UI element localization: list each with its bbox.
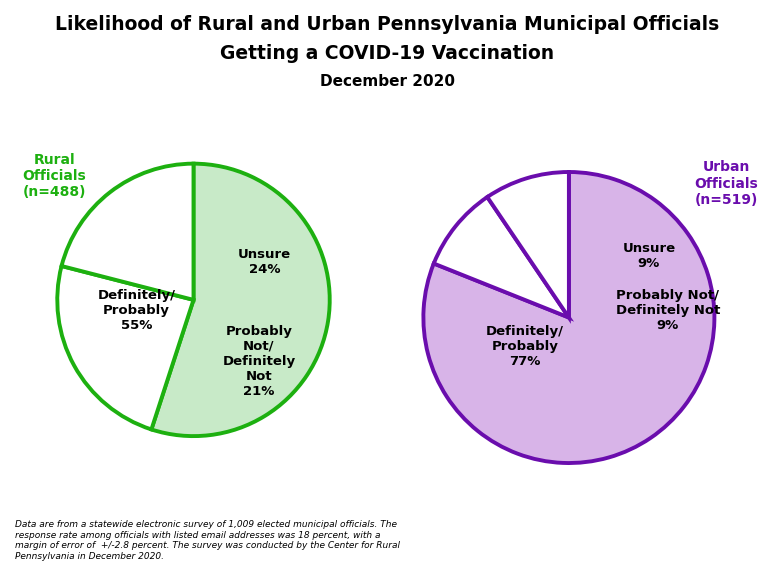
Text: Probably Not/
Definitely Not
9%: Probably Not/ Definitely Not 9% (615, 289, 720, 332)
Wedge shape (488, 172, 569, 318)
Text: Likelihood of Rural and Urban Pennsylvania Municipal Officials: Likelihood of Rural and Urban Pennsylvan… (55, 15, 719, 34)
Text: Data are from a statewide electronic survey of 1,009 elected municipal officials: Data are from a statewide electronic sur… (15, 520, 400, 560)
Text: Getting a COVID-19 Vaccination: Getting a COVID-19 Vaccination (220, 44, 554, 63)
Wedge shape (433, 197, 569, 318)
Wedge shape (57, 266, 194, 429)
Wedge shape (62, 163, 194, 300)
Wedge shape (152, 163, 330, 436)
Text: Rural
Officials
(n=488): Rural Officials (n=488) (22, 153, 87, 199)
Text: Probably
Not/
Definitely
Not
21%: Probably Not/ Definitely Not 21% (222, 325, 296, 397)
Text: Urban
Officials
(n=519): Urban Officials (n=519) (694, 161, 758, 207)
Text: Definitely/
Probably
55%: Definitely/ Probably 55% (98, 289, 175, 332)
Text: Unsure
24%: Unsure 24% (238, 248, 291, 276)
Text: Definitely/
Probably
77%: Definitely/ Probably 77% (486, 325, 564, 368)
Text: Unsure
9%: Unsure 9% (622, 242, 676, 270)
Text: December 2020: December 2020 (320, 74, 454, 89)
Wedge shape (423, 172, 714, 463)
